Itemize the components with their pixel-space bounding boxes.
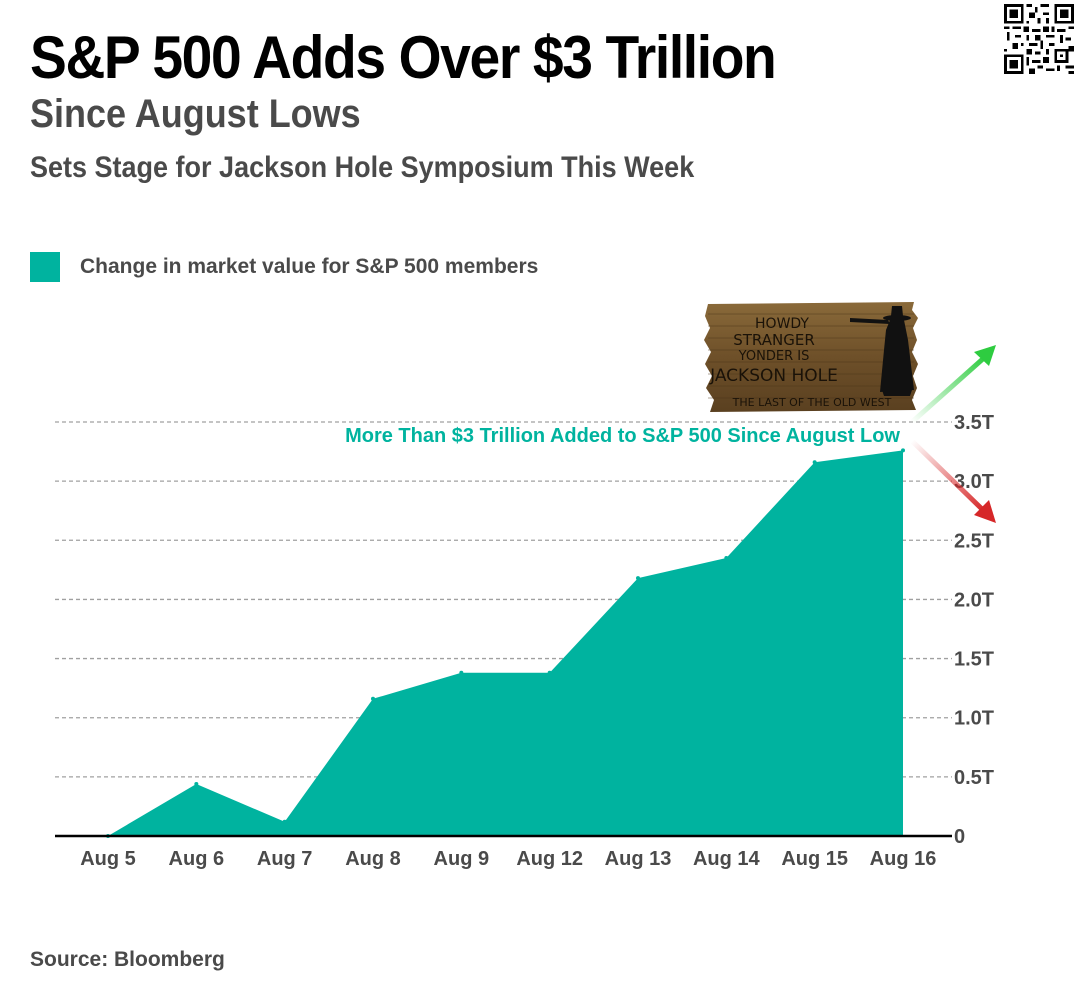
data-point <box>547 670 552 675</box>
sign-line-5: THE LAST OF THE OLD WEST <box>732 396 892 409</box>
chart-title: S&P 500 Adds Over $3 Trillion <box>30 24 777 91</box>
up-arrow-icon <box>909 345 996 425</box>
y-tick-label: 3.0T <box>954 471 994 493</box>
y-tick-label: 2.0T <box>954 589 994 611</box>
y-tick-label: 1.5T <box>954 649 994 671</box>
chart-legend: Change in market value for S&P 500 membe… <box>30 252 538 282</box>
x-tick-label: Aug 16 <box>870 848 937 870</box>
chart-subtitle: Since August Lows <box>30 92 361 136</box>
x-tick-label: Aug 12 <box>516 848 583 870</box>
x-tick-label: Aug 13 <box>605 848 672 870</box>
tick-labels: 0 0.5T 1.0T 1.5T 2.0T 2.5T 3.0T 3.5T Aug 5 Aug 6 A… <box>80 412 994 870</box>
x-tick-label: Aug 14 <box>693 848 761 870</box>
qr-code-icon[interactable] <box>1004 4 1074 74</box>
y-tick-label: 1.0T <box>954 708 994 730</box>
sign-line-4: JACKSON HOLE <box>709 366 838 386</box>
area-series-fill <box>108 450 903 836</box>
data-point <box>901 448 905 453</box>
x-tick-label: Aug 9 <box>434 848 490 870</box>
x-tick-label: Aug 8 <box>345 848 401 870</box>
legend-label: Change in market value for S&P 500 membe… <box>80 255 539 278</box>
data-point <box>282 819 287 824</box>
data-point <box>812 460 817 465</box>
chart-annotation: More Than $3 Trillion Added to S&P 500 S… <box>345 425 900 447</box>
trend-arrows <box>909 345 996 523</box>
sign-line-1: HOWDY <box>755 316 809 332</box>
area-series <box>106 448 905 838</box>
jackson-hole-sign-image: HOWDY STRANGER YONDER IS JACKSON HOLE TH… <box>704 302 918 412</box>
cowgirl-silhouette-icon <box>850 306 914 396</box>
data-point <box>459 670 464 675</box>
source-note: Source: Bloomberg <box>30 948 225 971</box>
sign-line-2: STRANGER <box>733 331 815 349</box>
x-tick-label: Aug 7 <box>257 848 313 870</box>
chart-subheading: Sets Stage for Jackson Hole Symposium Th… <box>30 151 695 184</box>
x-tick-label: Aug 15 <box>781 848 848 870</box>
x-tick-label: Aug 6 <box>169 848 225 870</box>
data-point <box>194 781 199 786</box>
y-tick-label: 0.5T <box>954 767 994 789</box>
sign-line-3: YONDER IS <box>738 349 810 364</box>
y-tick-label: 2.5T <box>954 530 994 552</box>
x-tick-label: Aug 5 <box>80 848 136 870</box>
data-point <box>724 556 729 561</box>
data-point <box>371 696 375 701</box>
legend-swatch <box>30 252 60 282</box>
data-point <box>636 576 640 581</box>
down-arrow-icon <box>909 438 996 523</box>
y-tick-label: 0 <box>954 826 965 848</box>
y-tick-label: 3.5T <box>954 412 994 434</box>
